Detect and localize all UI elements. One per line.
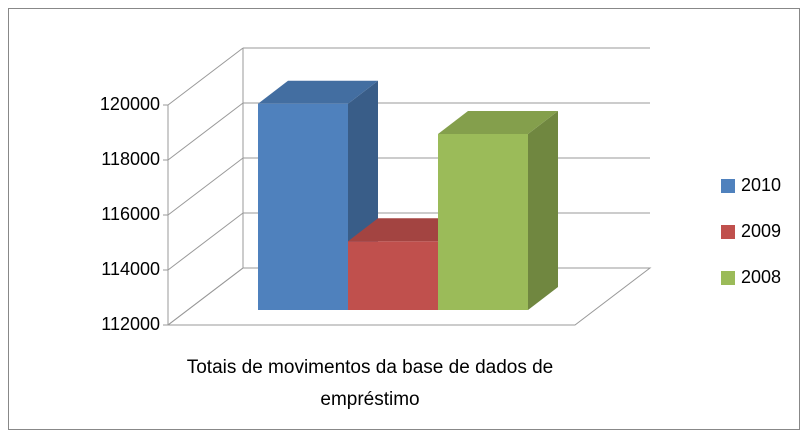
grid-line xyxy=(167,157,244,216)
y-tick-label: 116000 xyxy=(101,204,160,224)
bar-side xyxy=(528,111,558,310)
legend-swatch xyxy=(721,271,735,285)
y-tick-label: 120000 xyxy=(100,94,160,114)
bar-front xyxy=(438,134,528,310)
category-label: Totais de movimentos da base de dados de… xyxy=(186,357,554,410)
legend-label: 2010 xyxy=(741,175,781,195)
legend-label: 2009 xyxy=(741,221,781,241)
y-tick-label: 112000 xyxy=(101,314,160,334)
grid-line xyxy=(167,267,244,326)
legend-swatch xyxy=(721,225,735,239)
legend-label: 2008 xyxy=(741,267,781,287)
bar-front xyxy=(258,103,348,310)
grid-line xyxy=(167,212,244,271)
bar-front xyxy=(348,241,438,310)
y-tick-label: 114000 xyxy=(101,259,160,279)
grid-line xyxy=(167,47,244,106)
bar-top xyxy=(438,111,558,134)
grid-line xyxy=(167,102,244,161)
y-tick-label: 118000 xyxy=(101,149,160,169)
legend-swatch xyxy=(721,179,735,193)
bar-top xyxy=(258,80,378,104)
